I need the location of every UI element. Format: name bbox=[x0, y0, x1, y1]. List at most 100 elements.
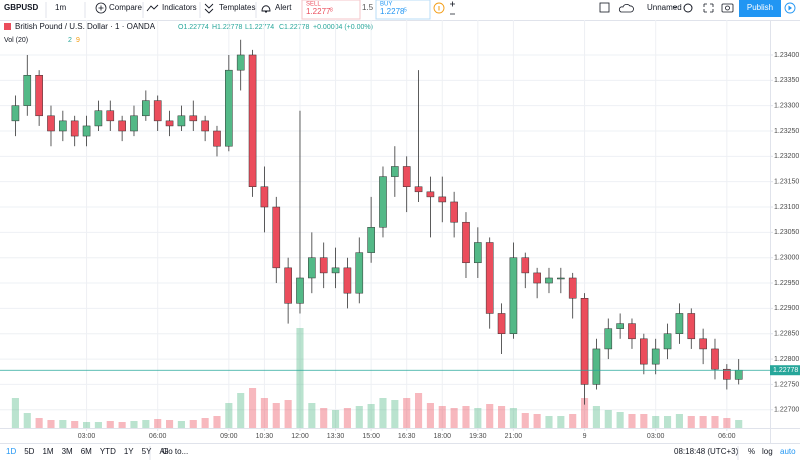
cloud-icon[interactable] bbox=[618, 3, 634, 13]
templates-icon[interactable] bbox=[204, 3, 214, 14]
volume-bar bbox=[11, 398, 19, 428]
goto[interactable]: Go to... bbox=[162, 447, 188, 456]
info-icon[interactable] bbox=[433, 2, 445, 14]
range-button[interactable]: 6M bbox=[81, 447, 92, 456]
range-button[interactable]: 5D bbox=[24, 447, 34, 456]
candle-body bbox=[414, 186, 423, 193]
y-tick-label: 1.23300 bbox=[774, 102, 799, 109]
volume-bar bbox=[533, 414, 541, 428]
range-button[interactable]: 5Y bbox=[142, 447, 152, 456]
snapshot-icon[interactable] bbox=[721, 3, 734, 13]
x-tick-label: 15:00 bbox=[362, 433, 380, 440]
x-tick-label: 06:00 bbox=[149, 433, 167, 440]
candle-body bbox=[438, 196, 447, 203]
candle-body bbox=[343, 267, 352, 294]
symbol-icon bbox=[4, 23, 11, 30]
candle-body bbox=[153, 100, 162, 122]
publish[interactable]: Publish bbox=[747, 3, 773, 12]
candle-body bbox=[462, 221, 470, 264]
volume-bar bbox=[71, 421, 79, 428]
buy-button[interactable] bbox=[375, 0, 431, 20]
volume-bar bbox=[580, 398, 589, 428]
candle-body bbox=[497, 313, 506, 334]
sell-button[interactable] bbox=[301, 0, 361, 20]
interval[interactable]: 1m bbox=[55, 3, 66, 12]
layout-checkbox[interactable] bbox=[599, 2, 610, 13]
candle-body bbox=[94, 110, 103, 127]
volume-bar bbox=[723, 418, 731, 428]
y-tick-label: 1.23350 bbox=[774, 77, 799, 84]
candle-body bbox=[391, 166, 399, 177]
bottom-bar: Go to... 08:18:48 (UTC+3) % log auto 1D 5… bbox=[6, 446, 796, 460]
range-button[interactable]: All bbox=[159, 447, 168, 456]
y-tick-label: 1.22950 bbox=[774, 280, 799, 287]
volume-bar bbox=[154, 419, 162, 428]
volume-bar bbox=[320, 408, 328, 428]
range-button[interactable]: YTD bbox=[100, 447, 116, 456]
volume-bar bbox=[130, 421, 138, 428]
axes: 1.22700 1.22750 1.22800 1.22850 1.22900 1.229… bbox=[78, 52, 800, 440]
templates[interactable]: Templates bbox=[219, 3, 255, 12]
log-toggle[interactable]: log bbox=[762, 447, 773, 456]
range-button[interactable]: 3M bbox=[62, 447, 73, 456]
clock: 08:18:48 (UTC+3) bbox=[674, 447, 739, 456]
volume-bar bbox=[628, 414, 636, 428]
buy-price: 1.2278 bbox=[380, 7, 405, 16]
indicators-icon[interactable] bbox=[146, 4, 159, 12]
compare-icon[interactable] bbox=[95, 2, 107, 14]
volume-bar bbox=[545, 416, 553, 428]
candle-body bbox=[545, 277, 553, 284]
volume-bar bbox=[106, 421, 114, 428]
volume-bar bbox=[59, 420, 67, 428]
candle-body bbox=[260, 186, 269, 208]
sell-pip: 8 bbox=[330, 7, 333, 13]
candle-body bbox=[711, 348, 719, 370]
auto-toggle[interactable]: auto bbox=[780, 447, 796, 456]
alert-icon[interactable] bbox=[261, 5, 271, 13]
volume-bar bbox=[391, 400, 399, 428]
volume-bar bbox=[82, 422, 91, 428]
y-tick-label: 1.23000 bbox=[774, 255, 799, 262]
price-tag-label: 1.22778 bbox=[773, 367, 798, 374]
candle-body bbox=[687, 313, 696, 340]
alert[interactable]: Alert bbox=[275, 3, 292, 12]
candle-body bbox=[130, 115, 138, 132]
volume-bar bbox=[486, 404, 494, 428]
range-button[interactable]: 1Y bbox=[124, 447, 134, 456]
y-tick-label: 1.22750 bbox=[774, 381, 799, 388]
indicators[interactable]: Indicators bbox=[162, 3, 197, 12]
range-button[interactable]: 1D bbox=[6, 447, 16, 456]
volume-bar bbox=[343, 408, 351, 428]
replay-icon[interactable] bbox=[784, 2, 796, 14]
volume-bar bbox=[414, 393, 423, 428]
percent-toggle[interactable]: % bbox=[748, 447, 755, 456]
candle-body bbox=[723, 368, 731, 380]
settings-icon[interactable] bbox=[683, 3, 693, 13]
x-tick-label: 19:30 bbox=[469, 433, 487, 440]
candle-body bbox=[82, 125, 91, 137]
volume-bar bbox=[260, 398, 268, 428]
x-tick-label: 09:00 bbox=[220, 433, 238, 440]
volume-bar bbox=[201, 418, 209, 428]
range-button[interactable]: 1M bbox=[42, 447, 53, 456]
legend-high: H1.22778 bbox=[212, 24, 242, 31]
layout-name[interactable]: Unnamed bbox=[647, 3, 682, 12]
candle-body bbox=[663, 333, 672, 350]
compare[interactable]: Compare bbox=[109, 3, 142, 12]
legend: British Pound / U.S. Dollar · 1 · OANDA … bbox=[4, 22, 373, 44]
sell-price: 1.2277 bbox=[306, 7, 331, 16]
volume-bar bbox=[474, 408, 482, 428]
volume-bar bbox=[592, 406, 600, 428]
volume-bar bbox=[118, 422, 126, 428]
candle-body bbox=[557, 277, 565, 280]
candle-body bbox=[248, 54, 257, 187]
zoom-buttons[interactable] bbox=[450, 1, 455, 15]
volume-bar bbox=[367, 404, 375, 428]
symbol[interactable]: GBPUSD bbox=[4, 3, 38, 12]
publish-button[interactable] bbox=[739, 0, 781, 17]
fullscreen-icon[interactable] bbox=[703, 3, 714, 13]
volume-bar bbox=[687, 416, 695, 428]
volume-bar bbox=[426, 403, 434, 428]
volume-bar bbox=[521, 413, 529, 428]
